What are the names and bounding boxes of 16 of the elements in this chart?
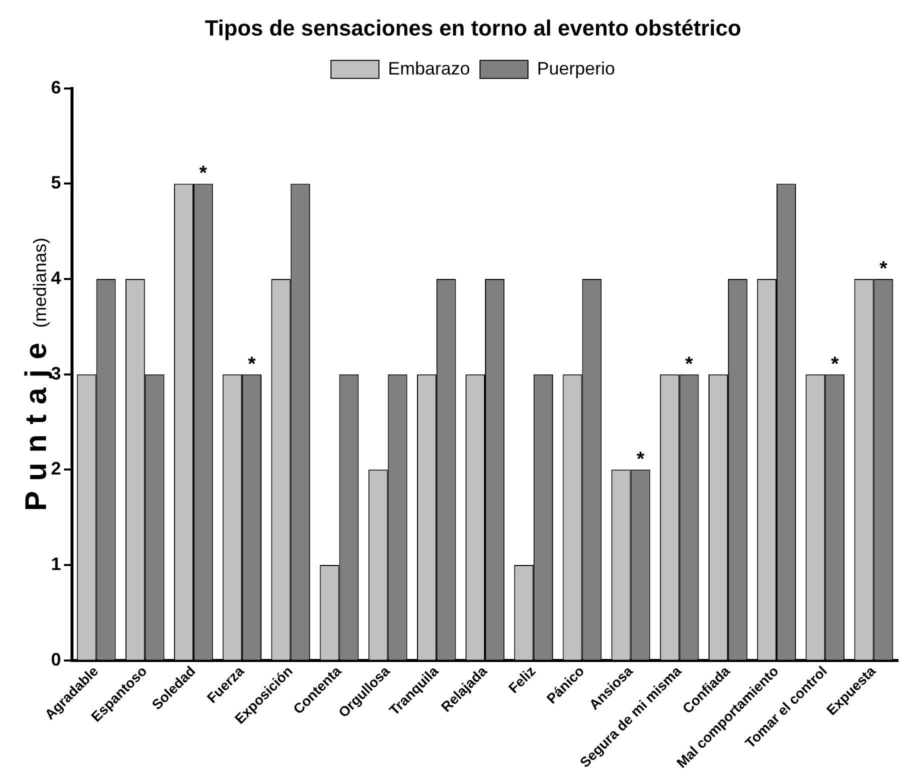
y-tick-label: 6 bbox=[50, 77, 62, 98]
y-tick-label: 0 bbox=[50, 649, 62, 670]
annotation: * bbox=[830, 353, 839, 376]
annotation: * bbox=[199, 162, 208, 185]
y-tick-label: 4 bbox=[50, 268, 62, 288]
y-tick-label: 2 bbox=[50, 458, 62, 479]
y-tick-label: 1 bbox=[50, 554, 62, 574]
annotation: * bbox=[248, 353, 256, 376]
legend-label: Embarazo bbox=[388, 58, 470, 78]
annotation: * bbox=[880, 258, 888, 280]
y-tick-label: 3 bbox=[50, 363, 62, 384]
chart-title: Tipos de sensaciones en torno al evento obstétrico bbox=[204, 15, 742, 40]
y-tick-label: 5 bbox=[50, 172, 62, 193]
annotation: * bbox=[636, 448, 645, 471]
annotation: * bbox=[685, 353, 694, 376]
legend-label: Puerperio bbox=[536, 58, 616, 78]
